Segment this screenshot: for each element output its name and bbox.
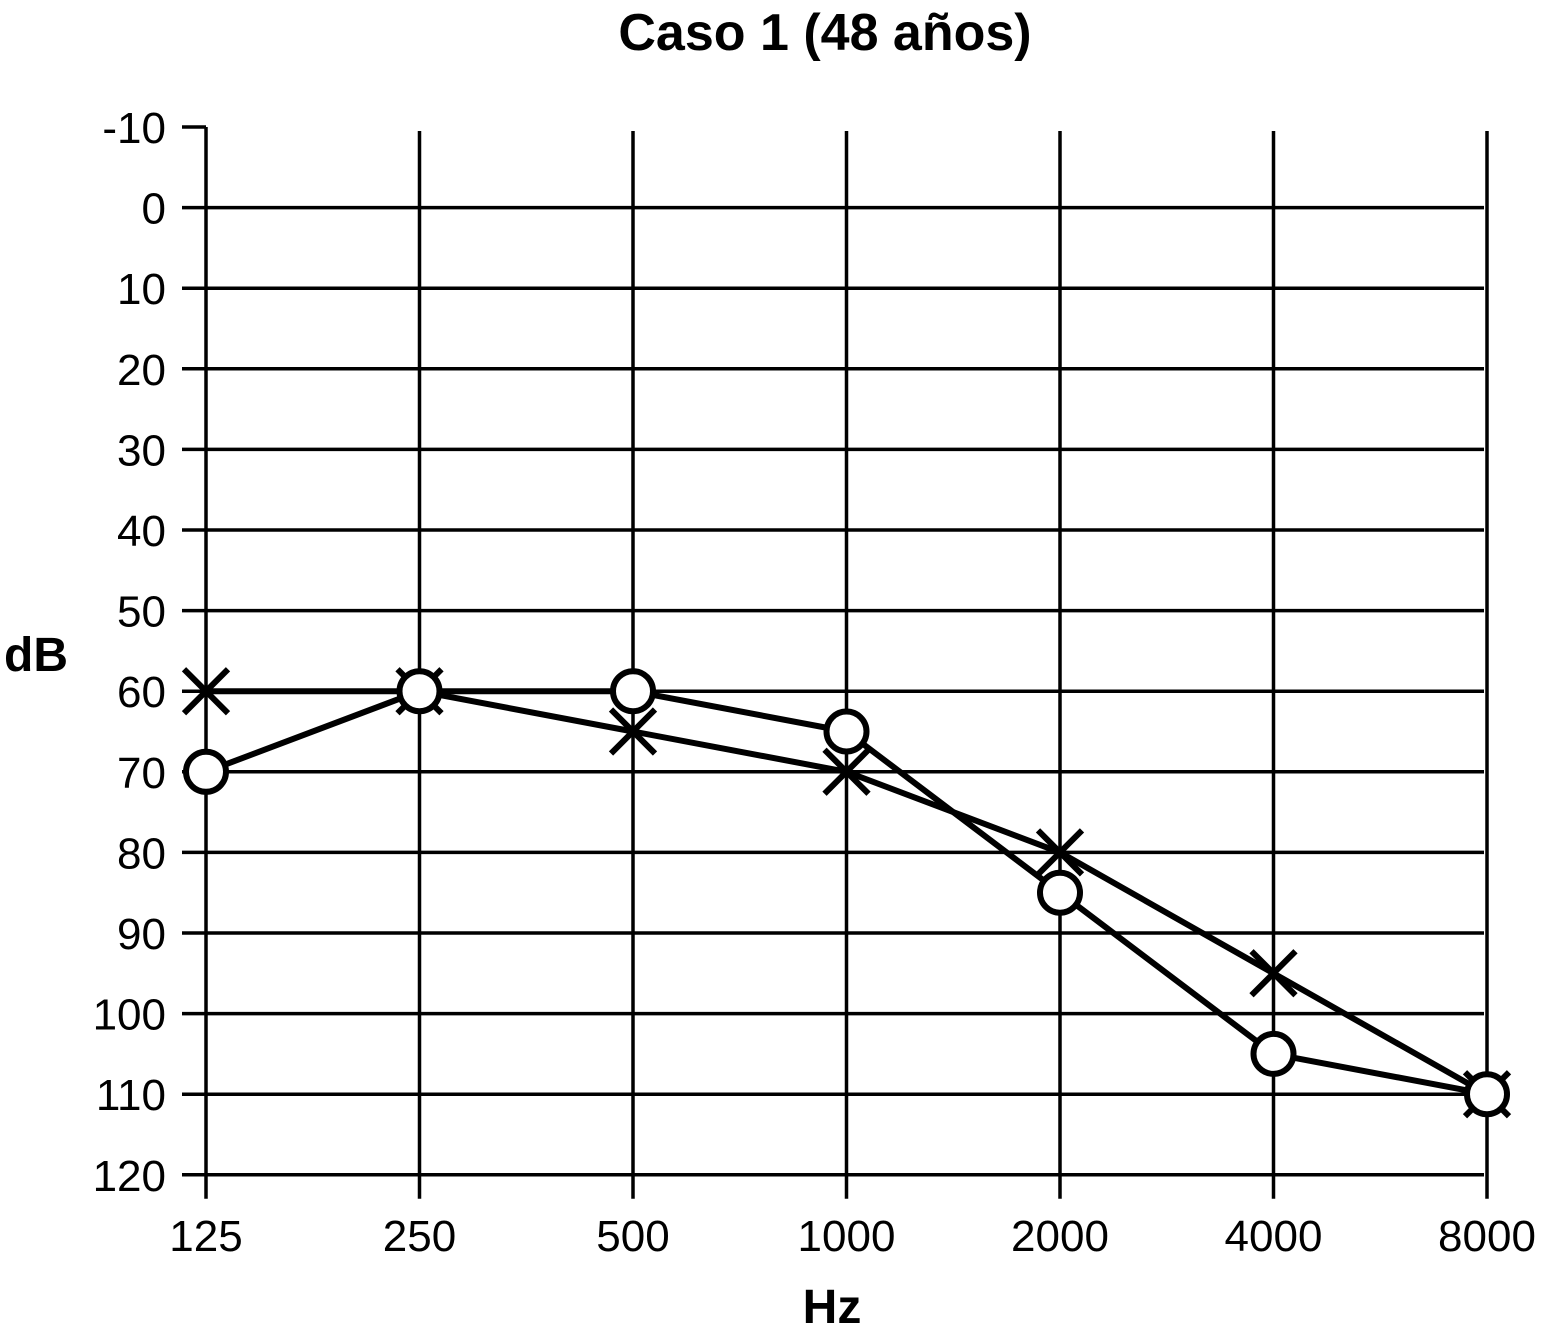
grid — [182, 125, 1489, 1199]
y-tick-label: 10 — [117, 265, 166, 314]
marker-circle — [1464, 1071, 1510, 1118]
x-tick-label: 1000 — [798, 1212, 896, 1261]
series — [181, 667, 1512, 1119]
marker-x-stroke — [822, 747, 871, 796]
y-tick-label: 40 — [117, 507, 166, 556]
y-axis-label: dB — [4, 629, 68, 682]
y-tick-label: 90 — [117, 910, 166, 959]
y-tick-label: 110 — [96, 1071, 166, 1120]
x-tick-labels: 125 250 500 1000 2000 4000 8000 — [169, 1212, 1536, 1261]
marker-x — [1249, 949, 1298, 998]
y-tick-labels: -10 0 10 20 30 40 50 60 70 80 90 100 110 120 — [93, 104, 166, 1201]
marker-x — [608, 707, 658, 756]
x-axis-label: Hz — [803, 1281, 862, 1334]
y-tick-label: 0 — [142, 185, 166, 234]
marker-circle — [1250, 1030, 1297, 1077]
marker-circle — [396, 668, 443, 715]
chart-title: Caso 1 (48 años) — [618, 4, 1031, 62]
marker-x-stroke — [1249, 949, 1298, 998]
x-tick-label: 2000 — [1011, 1212, 1109, 1261]
marker-circle — [823, 708, 870, 755]
x-tick-label: 125 — [169, 1212, 242, 1261]
marker-x — [1035, 828, 1085, 877]
marker-x — [822, 747, 871, 796]
marker-x-stroke — [1035, 828, 1085, 877]
marker-x-stroke — [608, 707, 658, 756]
y-tick-label: 30 — [117, 426, 166, 475]
marker-circle — [610, 668, 656, 715]
x-tick-label: 8000 — [1438, 1212, 1536, 1261]
marker-circle — [1037, 869, 1083, 916]
y-tick-label: -10 — [102, 104, 166, 153]
y-tick-label: 80 — [117, 829, 166, 878]
x-tick-label: 500 — [596, 1212, 669, 1261]
y-tick-label: 100 — [93, 991, 166, 1040]
y-tick-label: 70 — [117, 749, 166, 798]
y-tick-label: 50 — [117, 588, 166, 637]
marker-x — [181, 667, 231, 716]
y-tick-label: 60 — [117, 668, 166, 717]
y-tick-label: 20 — [117, 346, 166, 395]
x-tick-label: 250 — [383, 1212, 456, 1261]
y-tick-label: 120 — [93, 1152, 166, 1201]
x-tick-label: 4000 — [1225, 1212, 1323, 1261]
marker-circle — [183, 748, 229, 795]
marker-x-stroke — [181, 667, 231, 716]
